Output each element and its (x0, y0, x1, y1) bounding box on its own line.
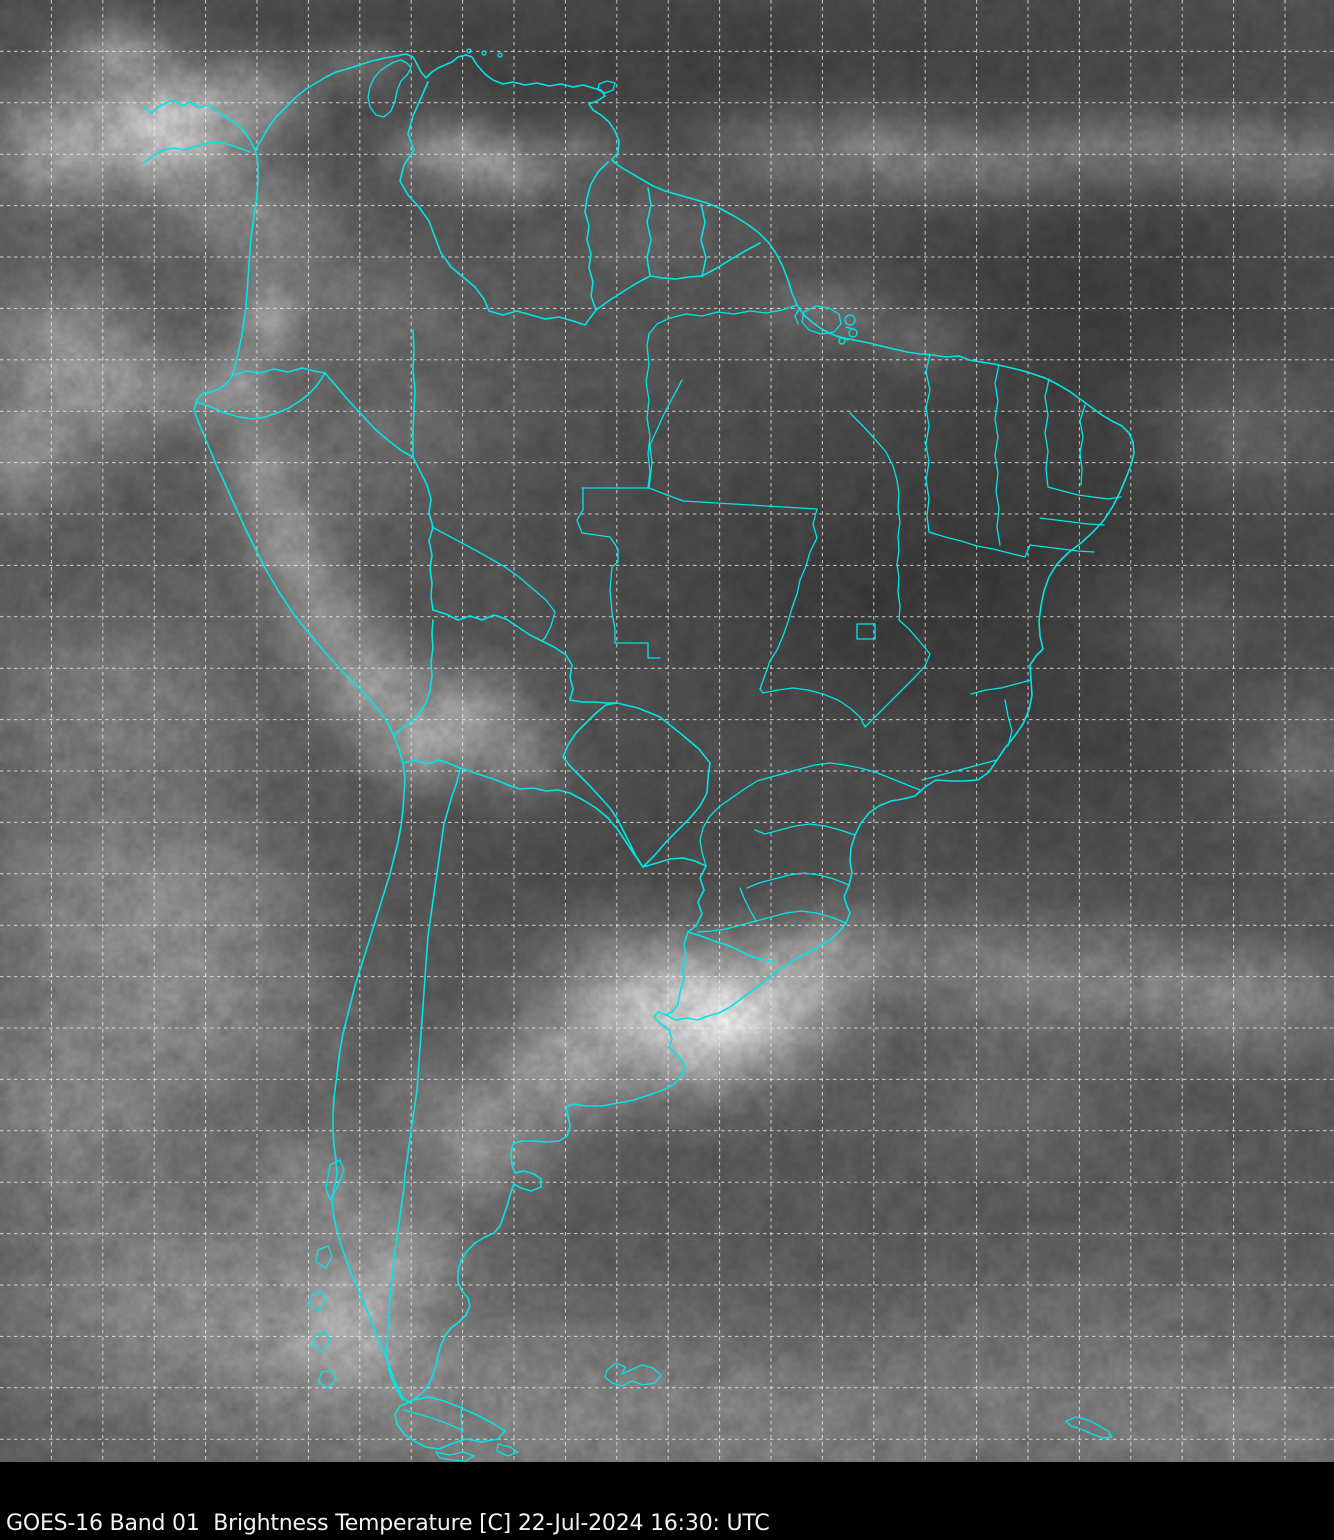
caption-text: GOES-16 Band 01 Brightness Temperature [… (6, 1511, 770, 1536)
caption-bar: GOES-16 Band 01 Brightness Temperature [… (0, 1462, 1334, 1540)
satellite-image (0, 0, 1334, 1462)
